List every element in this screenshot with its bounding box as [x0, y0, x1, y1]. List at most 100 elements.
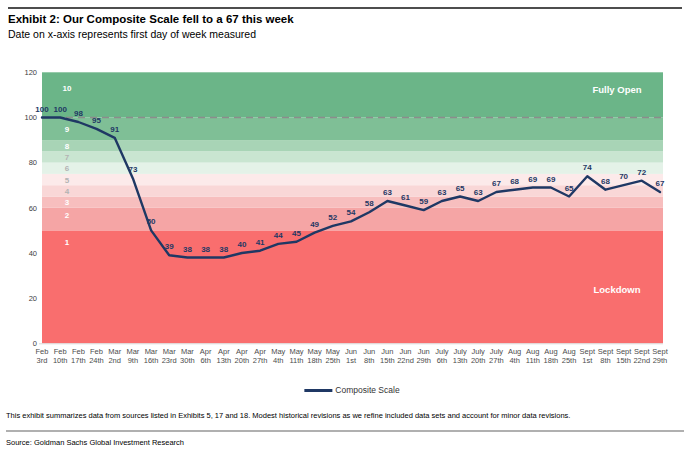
x-tick-label: Sept15th	[616, 347, 632, 365]
x-tick-label: Feb17th	[71, 347, 86, 365]
data-label: 63	[383, 188, 392, 197]
x-tick-label: Apr20th	[235, 347, 250, 365]
legend-label: Composite Scale	[335, 385, 399, 395]
band-number-label: 4	[65, 187, 70, 196]
band-number-label: 3	[65, 198, 70, 207]
data-label: 72	[637, 168, 646, 177]
y-tick-label: 100	[24, 113, 37, 122]
y-tick-label: 40	[29, 249, 37, 258]
band-number-label: 10	[63, 84, 72, 93]
y-tick-label: 120	[24, 68, 37, 77]
data-label: 49	[310, 220, 319, 229]
band-number-label: 1	[65, 238, 70, 247]
x-tick-label: May11th	[289, 347, 303, 365]
x-tick-label: Sept1st	[580, 347, 596, 365]
x-tick-label: Jun29th	[416, 347, 431, 365]
y-tick-label: 80	[29, 158, 37, 167]
x-tick-label: Jun8th	[363, 347, 375, 365]
chart-band-7	[42, 151, 663, 162]
x-tick-label: May25th	[325, 347, 340, 365]
x-tick-label: Apr27th	[253, 347, 268, 365]
x-tick-label: July27th	[489, 347, 504, 365]
data-label: 44	[274, 231, 283, 240]
data-label: 63	[474, 188, 483, 197]
x-tick-label: Mar30th	[180, 347, 195, 365]
data-label: 65	[456, 184, 465, 193]
data-label: 39	[165, 242, 174, 251]
data-label: 54	[347, 208, 356, 217]
x-tick-label: Apr13th	[216, 347, 231, 365]
data-label: 41	[256, 238, 265, 247]
data-label: 73	[128, 165, 137, 174]
chart-band-1	[42, 230, 663, 343]
data-label: 98	[74, 109, 83, 118]
x-tick-label: Aug18th	[544, 347, 559, 365]
data-label: 52	[328, 213, 337, 222]
data-label: 91	[110, 125, 119, 134]
x-tick-label: Aug25th	[562, 347, 577, 365]
data-label: 69	[528, 175, 537, 184]
x-tick-label: Aug4th	[508, 347, 521, 365]
data-label: 68	[510, 177, 519, 186]
y-tick-label: 20	[29, 294, 37, 303]
band-number-label: 7	[65, 153, 70, 162]
band-number-label: 9	[65, 125, 70, 134]
x-tick-label: Feb24th	[89, 347, 104, 365]
data-label: 58	[365, 199, 374, 208]
data-label: 40	[237, 240, 246, 249]
data-label: 69	[546, 175, 555, 184]
data-label: 95	[92, 116, 101, 125]
x-tick-label: July20th	[471, 347, 486, 365]
data-label: 45	[292, 229, 301, 238]
source-line: Source: Goldman Sachs Global Investment …	[6, 438, 184, 447]
x-tick-label: Mar16th	[144, 347, 159, 365]
data-label: 63	[437, 188, 446, 197]
y-tick-label: 60	[29, 204, 37, 213]
band-number-label: 5	[65, 176, 70, 185]
legend-line-swatch	[304, 389, 332, 392]
x-tick-label: Jun22nd	[397, 347, 414, 365]
x-tick-label: Sept22nd	[633, 347, 650, 365]
data-label: 65	[565, 184, 574, 193]
data-label: 67	[656, 179, 665, 188]
data-label: 67	[492, 179, 501, 188]
zone-label: Fully Open	[592, 84, 641, 95]
data-label: 100	[54, 105, 68, 114]
data-label: 59	[419, 197, 428, 206]
data-label: 100	[35, 105, 49, 114]
data-label: 68	[601, 177, 610, 186]
chart-legend: Composite Scale	[304, 385, 399, 395]
data-label: 70	[619, 172, 628, 181]
x-tick-label: Sept8th	[598, 347, 614, 365]
x-tick-label: July6th	[435, 347, 449, 365]
chart-band-3	[42, 197, 663, 208]
x-tick-label: Mar2nd	[108, 347, 121, 365]
x-tick-label: Feb3rd	[36, 347, 49, 365]
band-number-label: 6	[65, 164, 70, 173]
data-label: 74	[583, 163, 592, 172]
x-tick-label: Mar23rd	[162, 347, 177, 365]
x-tick-label: Apr6th	[200, 347, 212, 365]
data-label: 38	[201, 245, 210, 254]
footer-divider	[6, 430, 684, 432]
x-tick-label: Jun1st	[345, 347, 357, 365]
x-tick-label: May4th	[271, 347, 285, 365]
band-number-label: 8	[65, 142, 70, 151]
x-tick-label: May18th	[307, 347, 322, 365]
x-tick-label: Feb10th	[53, 347, 68, 365]
band-number-label: 2	[65, 211, 70, 220]
footnote: This exhibit summarizes data from source…	[6, 411, 684, 420]
chart-band-8	[42, 140, 663, 151]
data-label: 38	[183, 245, 192, 254]
zone-label: Lockdown	[594, 284, 641, 295]
data-label: 50	[147, 217, 156, 226]
chart-band-10	[42, 72, 663, 117]
data-label: 38	[219, 245, 228, 254]
data-label: 61	[401, 193, 410, 202]
x-tick-label: July13th	[453, 347, 468, 365]
x-tick-label: Jun15th	[380, 347, 395, 365]
x-tick-label: Sept29th	[652, 347, 668, 365]
x-tick-label: Aug11th	[526, 347, 540, 365]
chart-band-9	[42, 118, 663, 141]
x-tick-label: Mar9th	[126, 347, 139, 365]
